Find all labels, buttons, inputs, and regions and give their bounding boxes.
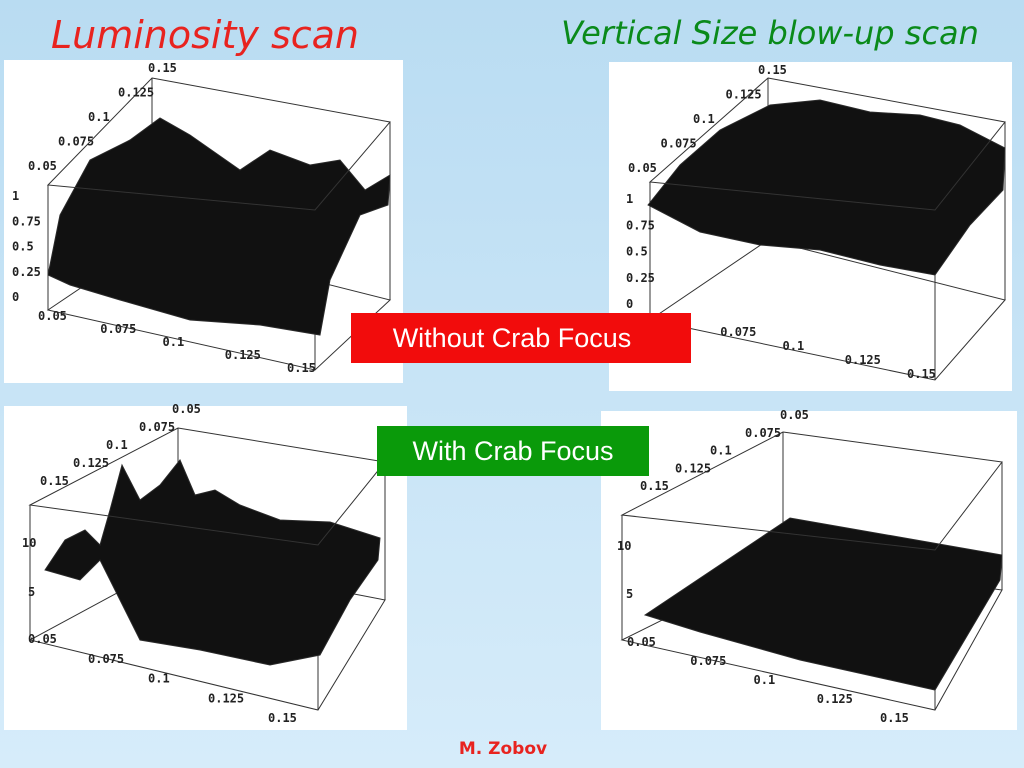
- plot: 0.05 0.075 0.1 0.125 0.15 10 5 0.05 0.075 0.1 0.12…: [601, 408, 1017, 730]
- badge-without-box: [351, 313, 691, 363]
- tick-label: 0.075: [100, 322, 136, 336]
- tick-label: 0.075: [139, 420, 175, 434]
- tick-label: 1: [12, 189, 19, 203]
- tick-label: 0.125: [208, 691, 244, 705]
- tick-label: 0.15: [907, 367, 936, 381]
- badge-with-box: [377, 426, 649, 476]
- badge-without: Without Crab Focus: [393, 323, 632, 353]
- tick-label: 0.25: [12, 265, 41, 279]
- tick-label: 0.05: [628, 161, 657, 175]
- tick-label: 0.15: [758, 63, 787, 77]
- tick-label: 10: [22, 536, 36, 550]
- tick-label: 0.15: [148, 61, 177, 75]
- tick-label: 0.075: [690, 654, 726, 668]
- tick-label: 0.25: [626, 271, 655, 285]
- tick-label: 0.125: [845, 353, 881, 367]
- box-top: [28, 427, 386, 546]
- box-top: [648, 77, 1006, 211]
- tick-label: 0.075: [745, 426, 781, 440]
- tick-label: 0.1: [783, 339, 805, 353]
- tick-label: 0.1: [163, 335, 185, 349]
- tick-label: 0.075: [661, 137, 697, 151]
- tick-label: 0.1: [710, 444, 732, 458]
- surface: [47, 117, 391, 336]
- tick-label: 0.15: [40, 474, 69, 488]
- tick-label: 0.125: [817, 692, 853, 706]
- tick-label: 0.15: [640, 479, 669, 493]
- tick-label: 0.125: [73, 456, 109, 470]
- tick-label: 0.1: [693, 112, 715, 126]
- tick-label: 0.075: [88, 652, 124, 666]
- tick-label: 5: [626, 587, 633, 601]
- surface: [643, 517, 1003, 691]
- tick-label: 0.125: [675, 461, 711, 475]
- surface: [647, 99, 1006, 276]
- tick-label: 0.15: [287, 361, 316, 375]
- tick-label: 0.1: [106, 438, 128, 452]
- tick-label: 0.05: [38, 309, 67, 323]
- tick-label: 0.125: [225, 348, 261, 362]
- badge-with: With Crab Focus: [412, 436, 613, 466]
- tick-label: 0.05: [28, 159, 57, 173]
- plot: 0.150.1250.10.0750.0510.750.50.2500.050.…: [4, 60, 403, 383]
- tick-label: 0: [626, 297, 633, 311]
- right-title: Vertical Size blow-up scan: [561, 14, 979, 52]
- plot: 0.05 0.075 0.1 0.125 0.15 10 5 0.05 0.075 0.1 0.12…: [4, 402, 407, 730]
- tick-label: 0: [12, 290, 19, 304]
- left-title: Luminosity scan: [51, 13, 359, 57]
- tick-label: 0.075: [58, 135, 94, 149]
- tick-label: 0.1: [148, 672, 170, 686]
- tick-label: 0.1: [754, 673, 776, 687]
- box-top: [46, 77, 391, 211]
- tick-label: 0.5: [12, 240, 34, 254]
- tick-label: 10: [617, 539, 631, 553]
- box-top: [620, 431, 1003, 551]
- footer-author: M. Zobov: [459, 739, 547, 759]
- tick-label: 0.075: [720, 325, 756, 339]
- tick-label: 0.05: [172, 402, 201, 416]
- tick-label: 0.5: [626, 245, 648, 259]
- tick-label: 0.125: [118, 86, 154, 100]
- tick-label: 0.05: [627, 635, 656, 649]
- tick-label: 0.75: [12, 214, 41, 228]
- tick-label: 5: [28, 585, 35, 599]
- tick-label: 0.75: [626, 218, 655, 232]
- tick-label: 0.1: [88, 110, 110, 124]
- tick-label: 0.15: [880, 711, 909, 725]
- tick-label: 0.05: [28, 632, 57, 646]
- tick-label: 1: [626, 192, 633, 206]
- tick-label: 0.05: [780, 408, 809, 422]
- tick-label: 0.125: [726, 88, 762, 102]
- tick-label: 0.15: [268, 711, 297, 725]
